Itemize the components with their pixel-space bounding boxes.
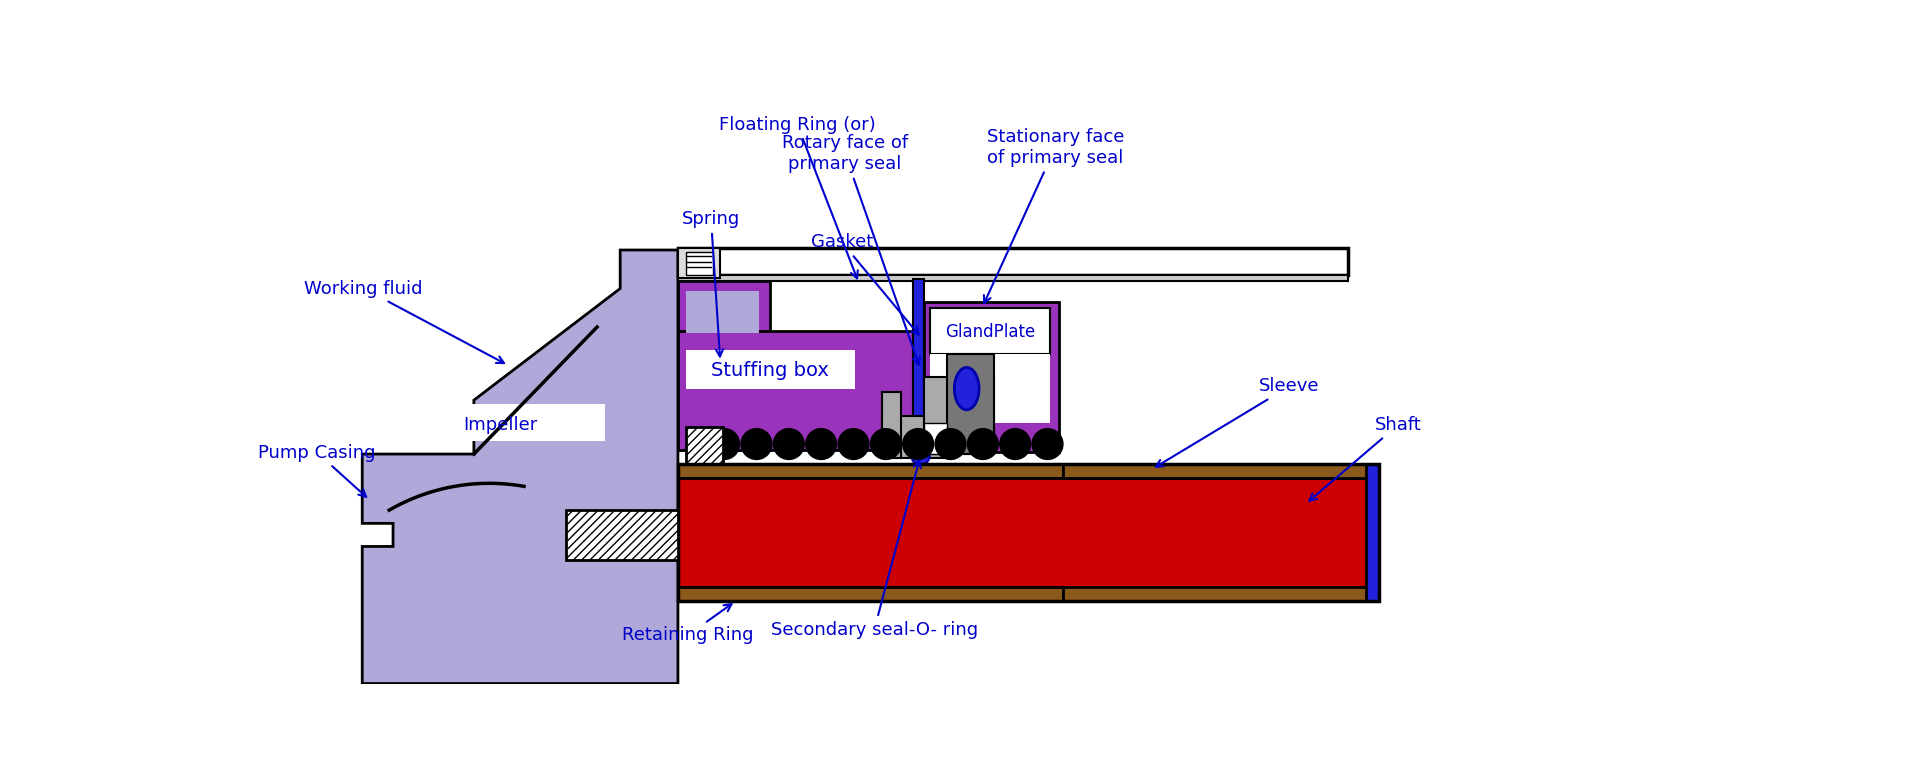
Circle shape: [968, 429, 998, 459]
Bar: [924, 423, 947, 454]
Bar: [566, 510, 678, 561]
Circle shape: [935, 429, 966, 459]
Bar: [930, 354, 1050, 423]
Polygon shape: [362, 250, 678, 684]
Text: Secondary seal-O- ring: Secondary seal-O- ring: [772, 461, 977, 639]
Text: Pump Casing: Pump Casing: [259, 444, 375, 497]
Bar: [686, 252, 712, 275]
Circle shape: [911, 446, 930, 465]
Bar: [678, 331, 916, 450]
Bar: [678, 464, 1379, 601]
Bar: [678, 248, 720, 279]
Polygon shape: [916, 331, 939, 385]
Text: Working fluid: Working fluid: [305, 280, 505, 363]
Bar: [924, 377, 994, 454]
Bar: [678, 281, 770, 450]
Circle shape: [838, 429, 869, 459]
Ellipse shape: [954, 367, 979, 410]
Text: Shaft: Shaft: [1309, 415, 1421, 501]
Bar: [924, 302, 1059, 452]
Text: Impeller: Impeller: [463, 415, 537, 434]
Text: Retaining Ring: Retaining Ring: [623, 604, 754, 644]
Circle shape: [1033, 429, 1063, 459]
Text: Stuffing box: Stuffing box: [711, 362, 829, 380]
Circle shape: [871, 429, 901, 459]
Bar: [686, 427, 722, 464]
Circle shape: [1000, 429, 1031, 459]
Bar: [882, 392, 901, 458]
Circle shape: [741, 429, 772, 459]
Text: Rotary face of
primary seal: Rotary face of primary seal: [781, 134, 920, 365]
Circle shape: [903, 429, 933, 459]
Text: Stationary face
of primary seal: Stationary face of primary seal: [983, 128, 1124, 303]
Bar: [686, 350, 855, 389]
Bar: [930, 308, 1050, 354]
Bar: [1063, 464, 1372, 478]
Bar: [947, 354, 994, 454]
Circle shape: [773, 429, 804, 459]
Text: Gasket: Gasket: [812, 233, 918, 335]
Bar: [882, 415, 947, 458]
Bar: [1366, 464, 1379, 601]
Bar: [686, 291, 758, 333]
Circle shape: [709, 429, 739, 459]
Text: Floating Ring (or): Floating Ring (or): [718, 115, 876, 278]
Bar: [678, 464, 1063, 478]
Bar: [678, 248, 1349, 275]
Text: Sleeve: Sleeve: [1156, 377, 1320, 467]
Circle shape: [806, 429, 836, 459]
Bar: [678, 588, 1063, 601]
Bar: [678, 275, 1349, 281]
Bar: [392, 404, 604, 441]
Bar: [912, 279, 924, 452]
Text: GlandPlate: GlandPlate: [945, 323, 1034, 341]
Text: Spring: Spring: [682, 210, 741, 356]
Bar: [678, 478, 1372, 588]
Bar: [1063, 588, 1372, 601]
